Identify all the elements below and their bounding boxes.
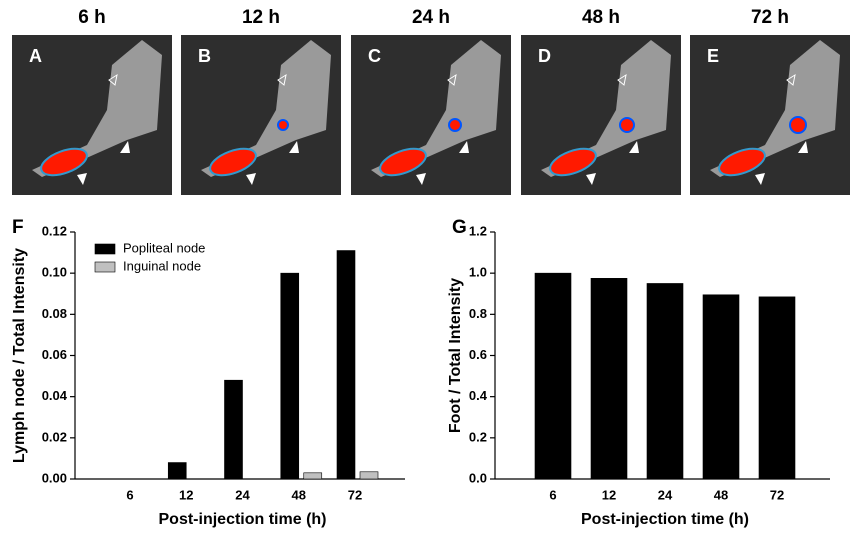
legend-label: Popliteal node [123,240,205,255]
arrow [246,173,256,185]
x-axis-label: Post-injection time (h) [159,511,327,528]
y-tick-label: 0.02 [42,429,67,444]
y-tick-label: 0.0 [469,470,487,485]
mouse-body [201,40,331,177]
panel-letter: A [29,46,42,66]
y-tick-label: 0.10 [42,265,67,280]
x-tick-label: 12 [602,487,616,502]
bar [280,272,300,480]
arrow [586,173,596,185]
y-tick-label: 0.2 [469,429,487,444]
foot-signal [549,147,597,177]
panel-time: 72 h [751,7,789,28]
panel-time: 24 h [412,7,450,28]
panel-time: 48 h [582,7,620,28]
arrowhead [289,141,299,153]
panel-letter: E [707,46,719,66]
bar [590,278,628,480]
panel-time: 12 h [242,7,280,28]
bar [702,294,740,480]
arrowhead [108,73,118,86]
node-signal [619,117,635,133]
y-tick-label: 0.8 [469,306,487,321]
x-tick-label: 6 [549,487,556,502]
arrowhead [120,141,130,153]
x-tick-label: 24 [658,487,673,502]
arrow [416,173,426,185]
x-tick-label: 48 [292,487,306,502]
foot-signal [379,147,427,177]
foot-signal [718,147,766,177]
y-tick-label: 0.08 [42,306,67,321]
y-tick-label: 1.2 [469,223,487,238]
legend-label: Inguinal node [123,258,201,273]
legend-swatch [94,261,116,273]
bar [167,462,187,480]
arrowhead [798,141,808,153]
node-signal [789,116,807,134]
bar [534,272,572,480]
mouse-body [32,40,162,177]
panel-letter: D [538,46,551,66]
arrowhead [277,73,287,86]
y-tick-label: 0.00 [42,470,67,485]
x-tick-label: 72 [770,487,784,502]
panel-letter: F [12,217,24,238]
bar [359,471,379,480]
legend-swatch [94,243,116,255]
x-tick-label: 12 [179,487,193,502]
node-signal [277,119,289,131]
y-tick-label: 1.0 [469,265,487,280]
arrow [77,173,87,185]
arrowhead [786,73,796,86]
bar [758,296,796,480]
mouse-body [710,40,840,177]
foot-signal [209,147,257,177]
y-tick-label: 0.04 [42,388,68,403]
arrowhead [617,73,627,86]
x-tick-label: 6 [126,487,133,502]
y-axis-label: Foot / Total Intensity [447,278,464,433]
y-tick-label: 0.4 [469,388,488,403]
panel-letter: G [452,217,467,238]
x-tick-label: 48 [714,487,728,502]
node-signal [448,118,462,132]
y-tick-label: 0.06 [42,347,67,362]
bar [224,379,243,480]
x-tick-label: 72 [348,487,362,502]
y-tick-label: 0.12 [42,223,67,238]
mouse-body [541,40,671,177]
panel-letter: C [368,46,381,66]
arrowhead [447,73,457,86]
arrowhead [459,141,469,153]
panel-letter: B [198,46,211,66]
panel-time: 6 h [78,7,105,28]
arrowhead [629,141,639,153]
y-tick-label: 0.6 [469,347,487,362]
bar [303,472,323,480]
arrow [755,173,765,185]
bar [646,283,684,480]
bar [336,250,356,480]
x-axis-label: Post-injection time (h) [581,511,749,528]
x-tick-label: 24 [235,487,250,502]
mouse-body [371,40,501,177]
y-axis-label: Lymph node / Total Intensity [11,248,28,463]
foot-signal [40,147,88,177]
